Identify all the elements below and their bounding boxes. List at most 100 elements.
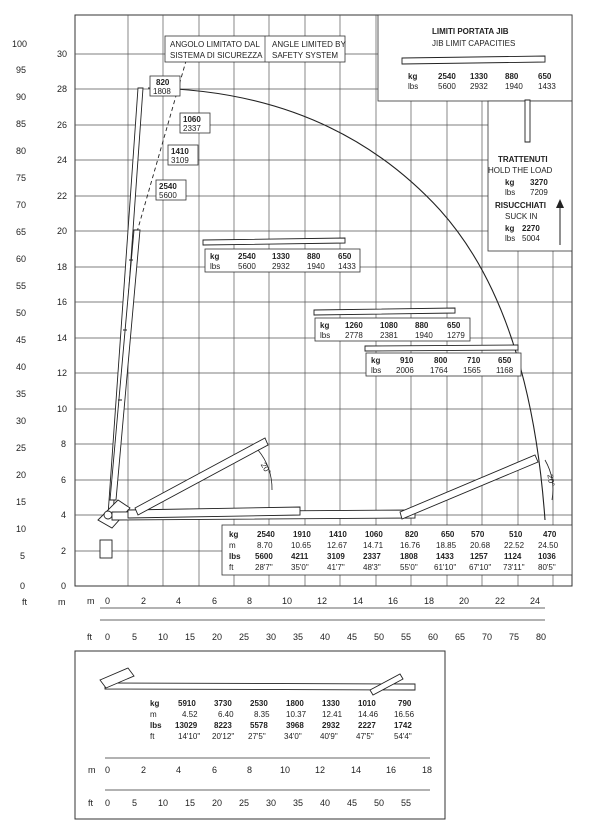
m-tick: 4 <box>61 510 66 520</box>
jib-limits-kg-label: kg <box>408 72 417 81</box>
jib-limits-title: LIMITI PORTATA JIB <box>432 27 509 36</box>
lower-ft-tick: 0 <box>105 798 110 808</box>
m-tick: 20 <box>57 226 67 236</box>
envelope-arc <box>147 87 546 521</box>
tip-kg: 820 <box>156 78 170 87</box>
bottom-ft-tick: 70 <box>482 632 492 642</box>
vertical-boom <box>107 87 144 516</box>
bottom-m-tick: 16 <box>388 596 398 606</box>
angle-arc-left <box>257 449 273 491</box>
suck-lbs: 5004 <box>522 234 540 243</box>
bottom-m-tick: 20 <box>459 596 469 606</box>
bottom-ft-tick: 65 <box>455 632 465 642</box>
lower-ft-tick: 5 <box>132 798 137 808</box>
chart-frame <box>74 14 573 587</box>
jib-limits-icon <box>401 55 546 65</box>
main-table-ft: 80'5" <box>538 563 556 572</box>
main-table-m: 22.52 <box>504 541 525 550</box>
tip-box-820 <box>149 75 181 97</box>
lower-table-row-label: kg <box>150 699 159 708</box>
lower-m-tick: 16 <box>386 765 396 775</box>
jib-limits-lbs: 1940 <box>505 82 523 91</box>
jib-table-2-box <box>314 317 471 342</box>
m-tick: 2 <box>61 546 66 556</box>
main-table-m: 16.76 <box>400 541 421 550</box>
bottom-m-tick: 14 <box>353 596 363 606</box>
bottom-m-tick: 22 <box>495 596 505 606</box>
m-tick: 8 <box>61 439 66 449</box>
lower-table-kg: 3730 <box>214 699 232 708</box>
main-table-m: 8.70 <box>257 541 273 550</box>
main-table-kg: 1410 <box>329 530 347 539</box>
lower-table-ft: 20'12" <box>212 732 234 741</box>
bottom-ft-unit: ft <box>87 632 93 642</box>
jib-table-1-box <box>204 248 361 273</box>
lower-m-tick: 10 <box>280 765 290 775</box>
lower-m-axis: 0 2 4 6 8 10 12 14 16 18 <box>105 765 432 775</box>
ft-tick: 90 <box>16 92 26 102</box>
main-table-lbs: 4211 <box>291 552 309 561</box>
bottom-ft-tick: 60 <box>428 632 438 642</box>
lower-m-tick: 4 <box>176 765 181 775</box>
m-tick: 14 <box>57 333 67 343</box>
lower-table-row-label: ft <box>150 732 155 741</box>
safety-limit-dashed-line <box>136 46 191 233</box>
main-table-ft: 28'7" <box>255 563 273 572</box>
main-table-lbs: 2337 <box>363 552 381 561</box>
jib-table-lbs-label: lbs <box>320 331 330 340</box>
lower-ft-tick: 25 <box>239 798 249 808</box>
suck-title-en: SUCK IN <box>505 212 538 221</box>
main-table-lbs: 3109 <box>327 552 345 561</box>
hold-kg: 3270 <box>530 178 548 187</box>
lower-ft-unit: ft <box>88 798 94 808</box>
main-table-row-label: kg <box>229 530 238 539</box>
jib-limits-kg: 880 <box>505 72 519 81</box>
lower-table-m: 16.56 <box>394 710 415 719</box>
main-table-ft: 73'11" <box>503 563 525 572</box>
lower-ft-tick: 55 <box>401 798 411 808</box>
main-table: kg m lbs ft 2540 1910 1410 1060 820 650 … <box>229 530 559 572</box>
m-tick: 30 <box>57 49 67 59</box>
lower-table-kg: 790 <box>398 699 412 708</box>
jib-limits-lbs: 5600 <box>438 82 456 91</box>
hold-title-it: TRATTENUTI <box>498 155 548 164</box>
lower-table-ft: 14'10" <box>178 732 200 741</box>
jib-table-lbs: 2381 <box>380 331 398 340</box>
m-tick: 6 <box>61 475 66 485</box>
bottom-m-tick: 6 <box>212 596 217 606</box>
lower-table-ft: 54'4" <box>394 732 412 741</box>
jib-table-lbs: 1764 <box>430 366 448 375</box>
lower-table-ft: 47'5" <box>356 732 374 741</box>
bottom-ft-tick: 45 <box>347 632 357 642</box>
ft-tick: 75 <box>16 173 26 183</box>
main-table-m: 12.67 <box>327 541 348 550</box>
lower-table-m: 8.35 <box>254 710 270 719</box>
jib-table-3: kg lbs 910 800 710 650 2006 1764 1565 11… <box>371 356 514 375</box>
hold-lbs-label: lbs <box>505 188 515 197</box>
bottom-m-tick: 2 <box>141 596 146 606</box>
angle-label-right: 20° <box>545 474 556 487</box>
jib-table-lbs: 1168 <box>496 366 514 375</box>
jib-table-lbs-label: lbs <box>210 262 220 271</box>
bottom-ft-tick: 40 <box>320 632 330 642</box>
ft-tick: 35 <box>16 389 26 399</box>
lower-ft-tick: 30 <box>266 798 276 808</box>
lower-crane-drawing <box>99 667 416 696</box>
jib-limits-lbs: 2932 <box>470 82 488 91</box>
main-table-ft: 41'7" <box>327 563 345 572</box>
jib-limits-subtitle: JIB LIMIT CAPACITIES <box>432 39 515 48</box>
bottom-ft-tick: 25 <box>239 632 249 642</box>
jib-table-kg: 800 <box>434 356 448 365</box>
main-table-box <box>221 524 573 576</box>
m-tick: 22 <box>57 191 67 201</box>
safety-note-it-line2: SISTEMA DI SICUREZZA <box>170 51 263 60</box>
suck-title-it: RISUCCHIATI <box>495 201 546 210</box>
main-table-lbs: 1257 <box>470 552 488 561</box>
main-table-kg: 1060 <box>365 530 383 539</box>
jib-table-lbs: 1940 <box>307 262 325 271</box>
jib-table-kg: 1330 <box>272 252 290 261</box>
tip-lbs: 5600 <box>159 191 177 200</box>
lower-table-m: 10.37 <box>286 710 307 719</box>
lower-table-m: 6.40 <box>218 710 234 719</box>
main-table-m: 14.71 <box>363 541 384 550</box>
